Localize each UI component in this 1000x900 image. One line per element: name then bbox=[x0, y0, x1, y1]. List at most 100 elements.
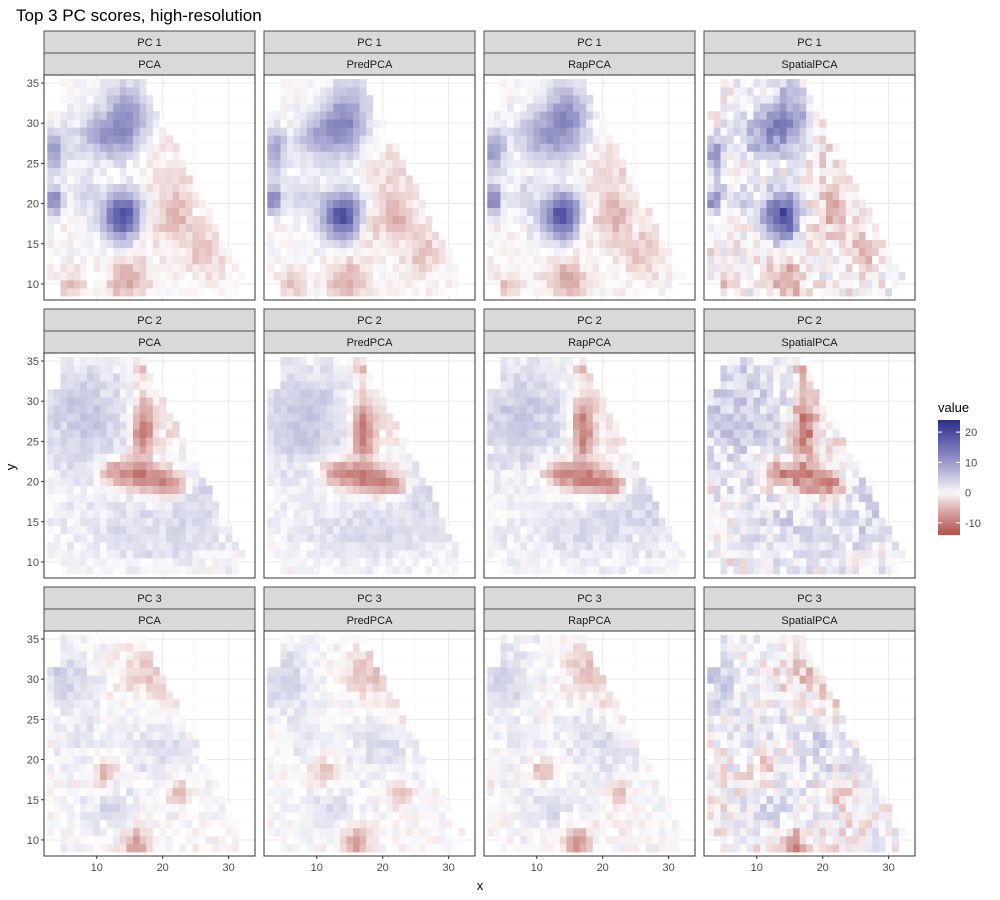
heatmap-tile bbox=[638, 549, 646, 559]
heatmap-tile bbox=[553, 477, 561, 486]
heatmap-tile bbox=[280, 167, 288, 176]
heatmap-tile bbox=[573, 525, 581, 535]
heatmap-tile bbox=[126, 461, 134, 470]
heatmap-tile bbox=[306, 421, 314, 430]
heatmap-tile bbox=[546, 247, 554, 257]
heatmap-tile bbox=[533, 247, 541, 257]
heatmap-tile bbox=[179, 183, 187, 192]
heatmap-tile bbox=[526, 271, 534, 281]
heatmap-tile bbox=[513, 533, 521, 543]
heatmap-tile bbox=[67, 365, 75, 374]
heatmap-tile bbox=[293, 373, 301, 382]
heatmap-tile bbox=[159, 501, 167, 511]
heatmap-tile bbox=[526, 247, 534, 257]
heatmap-tile bbox=[746, 565, 754, 575]
heatmap-tile bbox=[326, 191, 334, 200]
heatmap-tile bbox=[858, 517, 866, 527]
heatmap-tile bbox=[392, 429, 400, 438]
heatmap-tile bbox=[86, 397, 94, 406]
heatmap-tile bbox=[812, 151, 820, 160]
heatmap-tile bbox=[520, 287, 528, 297]
heatmap-tile bbox=[786, 79, 794, 88]
heatmap-tile bbox=[293, 389, 301, 398]
heatmap-tile bbox=[159, 247, 167, 257]
heatmap-tile bbox=[139, 111, 147, 120]
heatmap-tile bbox=[592, 525, 600, 535]
heatmap-tile bbox=[872, 231, 880, 241]
heatmap-tile bbox=[80, 95, 88, 104]
heatmap-tile bbox=[405, 549, 413, 559]
heatmap-tile bbox=[113, 263, 121, 273]
heatmap-tile bbox=[579, 95, 587, 104]
heatmap-tile bbox=[418, 239, 426, 249]
heatmap-tile bbox=[746, 247, 754, 257]
heatmap-tile bbox=[845, 509, 853, 519]
heatmap-tile bbox=[625, 271, 633, 281]
heatmap-tile bbox=[185, 191, 193, 200]
heatmap-tile bbox=[198, 239, 206, 249]
heatmap-tile bbox=[385, 239, 393, 249]
heatmap-tile bbox=[53, 541, 61, 551]
heatmap-tile bbox=[753, 437, 761, 446]
heatmap-tile bbox=[773, 111, 781, 120]
heatmap-tile bbox=[273, 413, 281, 422]
heatmap-tile bbox=[793, 445, 801, 454]
heatmap-tile bbox=[80, 231, 88, 241]
heatmap-tile bbox=[339, 263, 347, 273]
heatmap-tile bbox=[799, 445, 807, 454]
heatmap-tile bbox=[632, 183, 640, 192]
heatmap-tile bbox=[605, 421, 613, 430]
heatmap-tile bbox=[293, 357, 301, 366]
heatmap-tile bbox=[333, 159, 341, 168]
heatmap-tile bbox=[225, 525, 233, 535]
heatmap-tile bbox=[786, 95, 794, 104]
heatmap-tile bbox=[612, 159, 620, 168]
heatmap-tile bbox=[746, 453, 754, 462]
heatmap-tile bbox=[432, 231, 440, 241]
heatmap-tile bbox=[139, 103, 147, 112]
heatmap-tile bbox=[799, 405, 807, 414]
heatmap-tile bbox=[533, 357, 541, 366]
heatmap-tile bbox=[720, 525, 728, 535]
heatmap-tile bbox=[586, 469, 594, 478]
heatmap-tile bbox=[559, 421, 567, 430]
heatmap-tile bbox=[86, 525, 94, 535]
heatmap-tile bbox=[287, 421, 295, 430]
heatmap-tile bbox=[47, 469, 55, 478]
heatmap-tile bbox=[779, 87, 787, 96]
heatmap-tile bbox=[333, 541, 341, 551]
heatmap-tile bbox=[60, 509, 68, 519]
heatmap-tile bbox=[612, 517, 620, 527]
heatmap-tile bbox=[412, 477, 420, 486]
heatmap-tile bbox=[839, 231, 847, 241]
heatmap-tile bbox=[799, 271, 807, 281]
heatmap-tile bbox=[280, 501, 288, 511]
heatmap-tile bbox=[293, 135, 301, 144]
heatmap-tile bbox=[53, 405, 61, 414]
heatmap-tile bbox=[513, 557, 521, 567]
heatmap-tile bbox=[625, 533, 633, 543]
heatmap-tile bbox=[267, 207, 275, 217]
heatmap-tile bbox=[113, 255, 121, 265]
heatmap-tile bbox=[372, 517, 380, 527]
heatmap-tile bbox=[619, 437, 627, 446]
heatmap-tile bbox=[671, 263, 679, 273]
heatmap-tile bbox=[740, 223, 748, 233]
heatmap-tile bbox=[366, 191, 374, 200]
heatmap-tile bbox=[526, 159, 534, 168]
heatmap-tile bbox=[573, 469, 581, 478]
heatmap-tile bbox=[267, 397, 275, 406]
heatmap-tile bbox=[267, 247, 275, 257]
heatmap-tile bbox=[832, 207, 840, 217]
heatmap-tile bbox=[779, 79, 787, 88]
heatmap-tile bbox=[113, 143, 121, 152]
heatmap-tile bbox=[559, 525, 567, 535]
heatmap-tile bbox=[852, 469, 860, 478]
heatmap-tile bbox=[313, 389, 321, 398]
heatmap-tile bbox=[799, 533, 807, 543]
heatmap-tile bbox=[533, 175, 541, 184]
heatmap-tile bbox=[766, 389, 774, 398]
heatmap-tile bbox=[67, 223, 75, 233]
heatmap-tile bbox=[819, 421, 827, 430]
heatmap-tile bbox=[526, 421, 534, 430]
